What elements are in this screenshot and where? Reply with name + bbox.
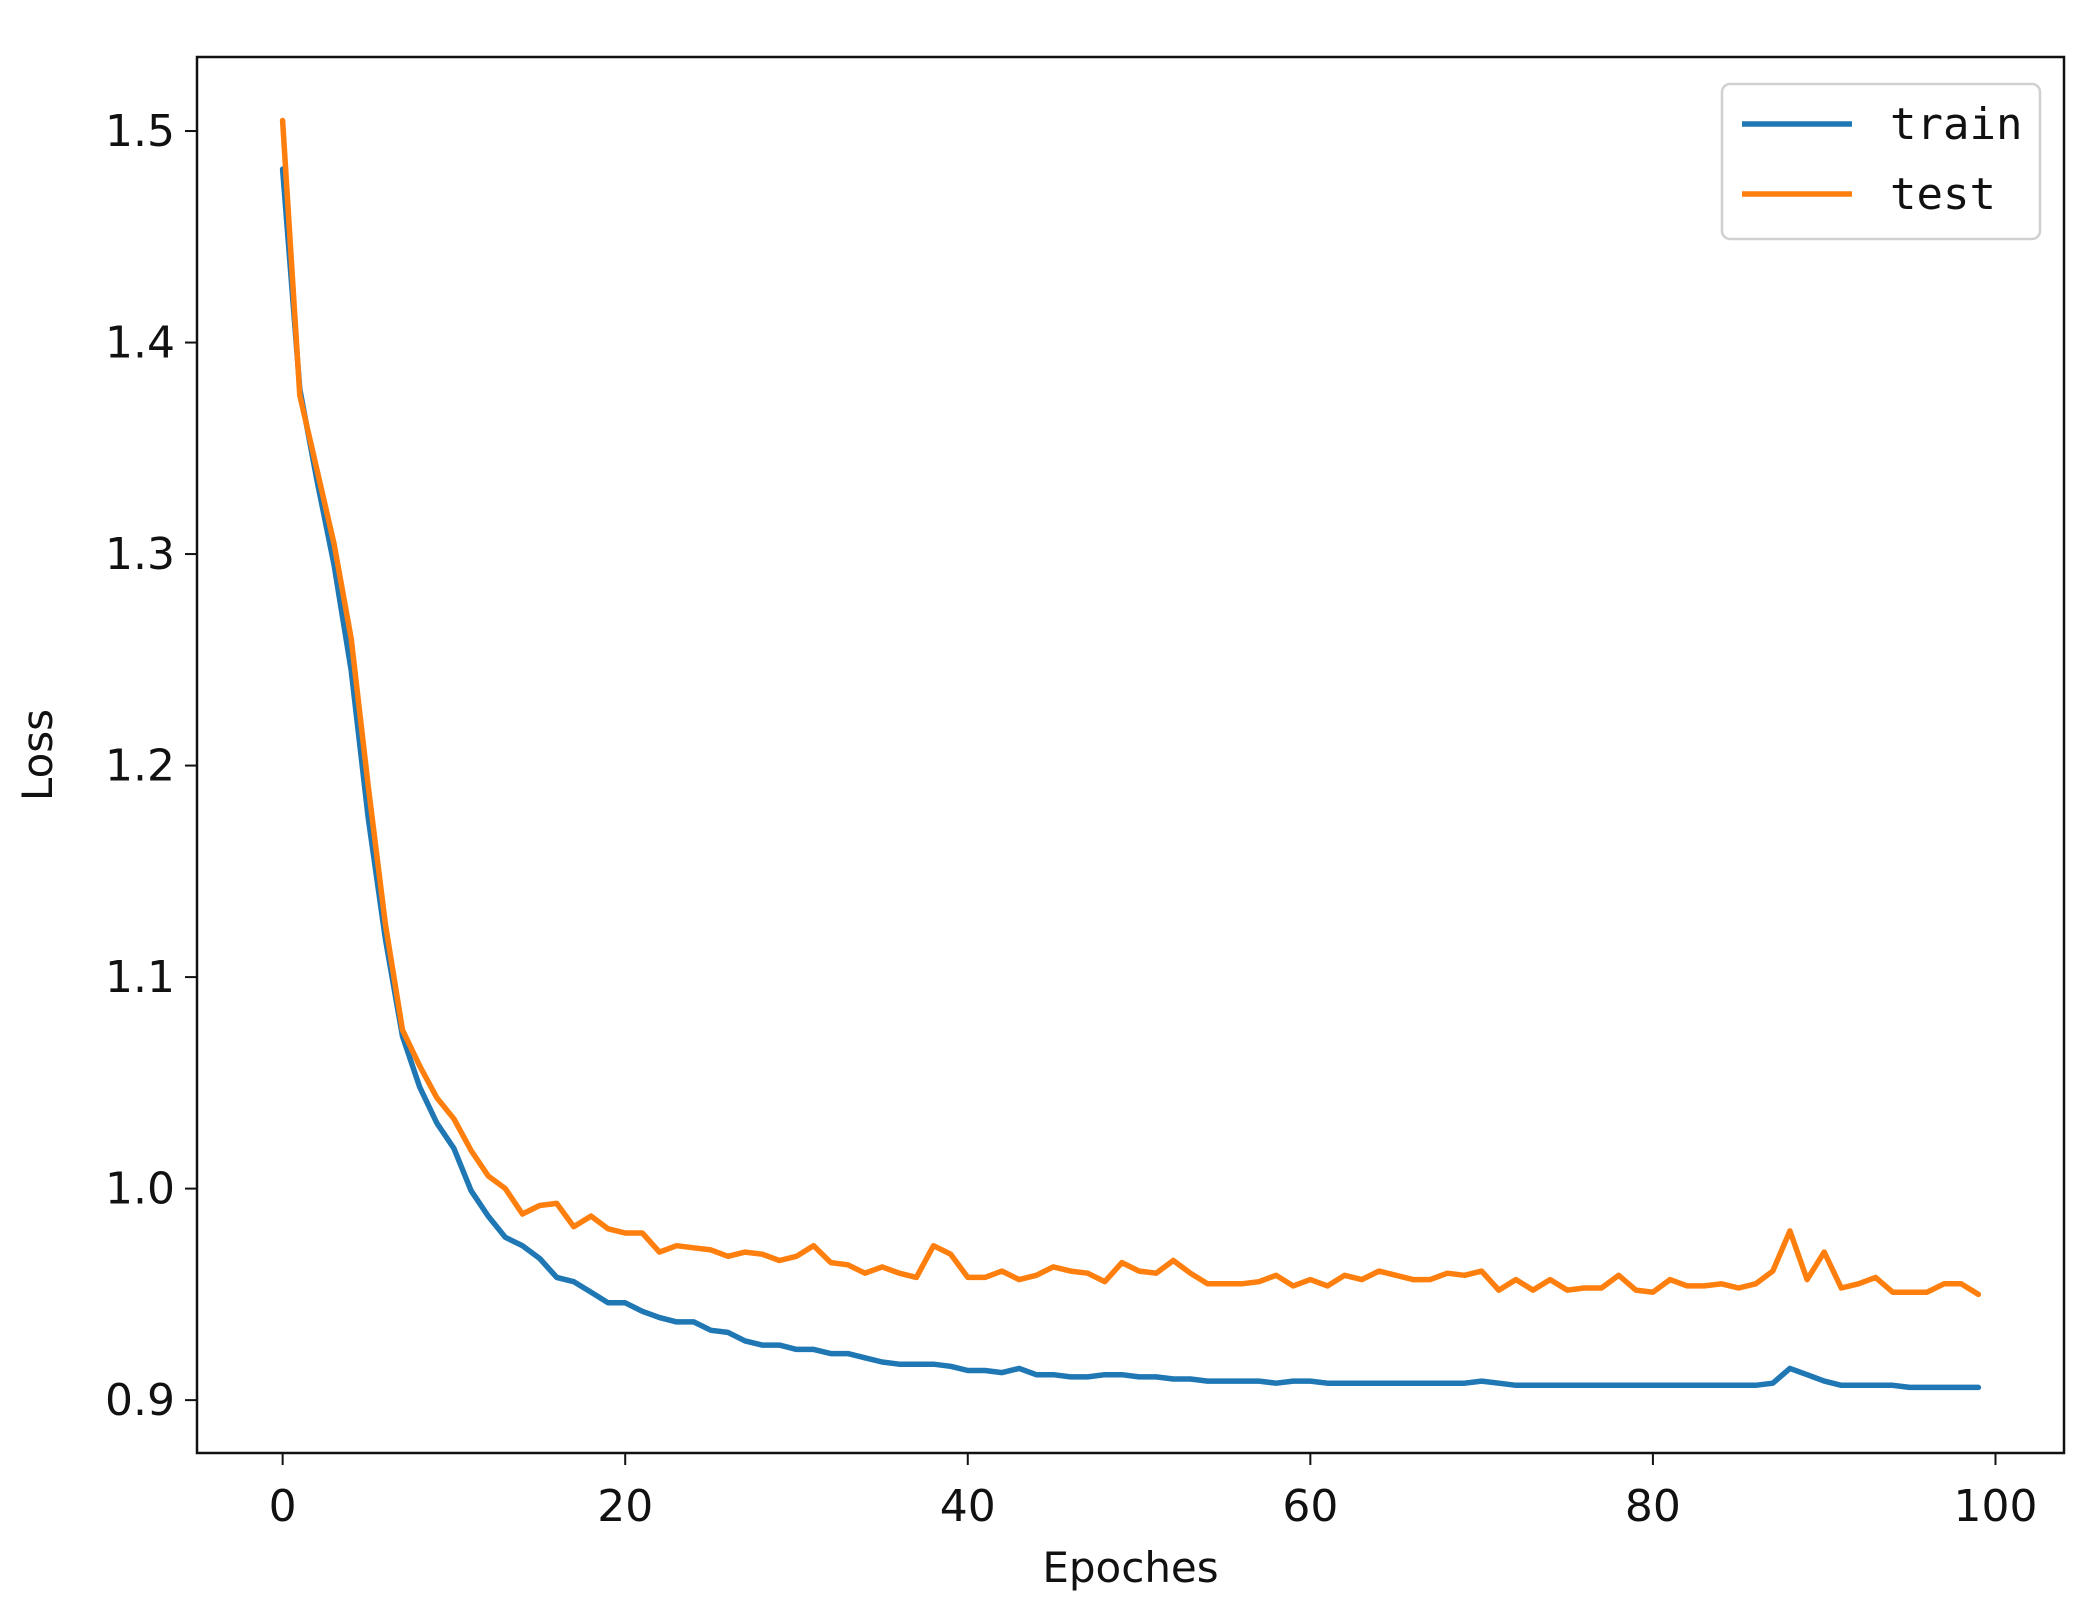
y-tick-label-1-0: 1.0 — [105, 1164, 175, 1215]
x-tick-label-100: 100 — [1953, 1481, 2037, 1532]
x-tick-label-80: 80 — [1625, 1481, 1681, 1532]
y-tick-label-1-3: 1.3 — [105, 529, 175, 580]
y-axis-label: Loss — [13, 709, 62, 801]
y-tick-label-1-1: 1.1 — [105, 952, 175, 1003]
legend-label-train: train — [1890, 99, 2022, 150]
legend: train test — [1720, 82, 2042, 241]
series-line-test — [279, 117, 1982, 1298]
legend-label-test: test — [1890, 169, 1996, 220]
x-tick-label-60: 60 — [1282, 1481, 1338, 1532]
y-tick-label-1-4: 1.4 — [105, 318, 175, 369]
x-axis-label: Epoches — [1042, 1543, 1218, 1592]
x-tick-label-20: 20 — [597, 1481, 653, 1532]
x-tick-label-0: 0 — [269, 1481, 297, 1532]
y-tick-label-1-2: 1.2 — [105, 741, 175, 792]
series-line-train — [279, 166, 1982, 1391]
plot-frame — [195, 55, 2066, 1455]
y-tick-label-1-5: 1.5 — [105, 106, 175, 157]
y-tick-label-0-9: 0.9 — [105, 1375, 175, 1426]
x-tick-label-40: 40 — [940, 1481, 996, 1532]
